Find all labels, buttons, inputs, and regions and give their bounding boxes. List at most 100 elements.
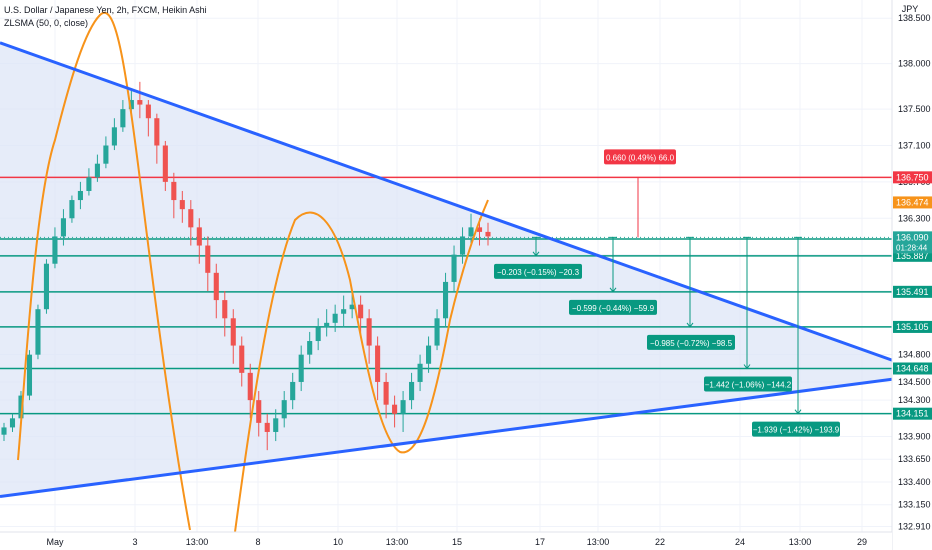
candle-body bbox=[442, 281, 449, 319]
price-tick-label: 134.800 bbox=[898, 350, 931, 360]
candle-body bbox=[349, 304, 355, 310]
candle-body bbox=[409, 381, 415, 401]
candle-body bbox=[86, 177, 92, 191]
candle-body bbox=[26, 354, 33, 396]
candle-body bbox=[298, 354, 304, 382]
price-tick-label: 134.300 bbox=[898, 395, 931, 405]
candle-body bbox=[392, 404, 398, 414]
candle-body bbox=[383, 381, 389, 405]
candle-body bbox=[358, 304, 364, 319]
measurement-label: 0.660 (0.49%) 66.0 bbox=[606, 153, 675, 162]
candle-body bbox=[77, 190, 83, 201]
candle-body bbox=[222, 300, 228, 319]
candle-body bbox=[366, 318, 372, 346]
measurement-arrow bbox=[686, 322, 694, 328]
candle-body bbox=[69, 200, 75, 219]
price-tick-label: 133.650 bbox=[898, 454, 931, 464]
time-tick-label: 13:00 bbox=[587, 537, 610, 547]
candle-body bbox=[281, 400, 287, 419]
price-tick-label: 136.300 bbox=[898, 213, 931, 223]
candle-body bbox=[60, 218, 66, 237]
measurement-label-bg bbox=[494, 263, 582, 279]
candle-body bbox=[230, 318, 236, 346]
measurement-label: −0.203 (−0.15%) −20.3 bbox=[497, 268, 580, 277]
time-axis bbox=[0, 532, 892, 550]
time-tick-label: 24 bbox=[735, 537, 745, 547]
candle-body bbox=[103, 145, 109, 164]
measurement-label-bg bbox=[604, 149, 676, 165]
symbol-title[interactable]: U.S. Dollar / Japanese Yen, 2h, FXCM, He… bbox=[4, 5, 207, 15]
candle-body bbox=[307, 341, 313, 355]
candle-body bbox=[154, 118, 160, 146]
candle-body bbox=[205, 245, 211, 273]
candle-body bbox=[196, 227, 202, 246]
measurement-label: −0.985 (−0.72%) −98.5 bbox=[650, 339, 733, 348]
candle-body bbox=[137, 100, 143, 105]
candle-body bbox=[468, 227, 474, 237]
candle-body bbox=[485, 231, 491, 237]
price-badge-label: 136.090 bbox=[896, 232, 929, 242]
candle-body bbox=[434, 318, 440, 346]
candle-body bbox=[35, 309, 41, 355]
time-tick-label: 13:00 bbox=[386, 537, 409, 547]
price-tick-label: 133.900 bbox=[898, 432, 931, 442]
measurement-arrow bbox=[532, 251, 540, 257]
candle-body bbox=[94, 163, 100, 178]
candle-body bbox=[1, 427, 7, 435]
price-tick-label: 133.150 bbox=[898, 500, 931, 510]
candle-body bbox=[128, 100, 134, 110]
candle-body bbox=[162, 145, 168, 182]
candle-body bbox=[459, 236, 466, 255]
price-tick-label: 132.910 bbox=[898, 522, 931, 532]
candle-body bbox=[145, 104, 151, 119]
candle-body bbox=[188, 209, 194, 228]
price-tick-label: 138.500 bbox=[898, 13, 931, 23]
candle-body bbox=[9, 418, 16, 428]
candle-body bbox=[18, 395, 24, 419]
price-tick-label: 134.500 bbox=[898, 377, 931, 387]
measurement-label-bg bbox=[752, 421, 840, 437]
price-badge-label: 136.474 bbox=[896, 197, 929, 207]
candle-body bbox=[171, 181, 177, 201]
price-tick-label: 137.500 bbox=[898, 104, 931, 114]
candle-body bbox=[111, 127, 117, 146]
measurements: 0.660 (0.49%) 66.0 −0.203 (−0.15%) −20.3 −… bbox=[494, 149, 840, 437]
candle-body bbox=[264, 422, 270, 432]
time-tick-label: 15 bbox=[452, 537, 462, 547]
candle-body bbox=[332, 313, 338, 323]
candle-body bbox=[256, 400, 262, 423]
candle-body bbox=[315, 327, 321, 342]
measurement-arrow bbox=[794, 409, 802, 415]
candle-body bbox=[476, 227, 483, 232]
candle-body bbox=[451, 254, 457, 282]
time-tick-label: 13:00 bbox=[186, 537, 209, 547]
time-tick-label: 22 bbox=[655, 537, 665, 547]
indicator-label[interactable]: ZLSMA (50, 0, close) bbox=[4, 18, 89, 28]
price-badge bbox=[893, 196, 932, 209]
candle-body bbox=[120, 109, 126, 128]
measurement-arrow bbox=[609, 287, 617, 293]
time-tick-label: 17 bbox=[535, 537, 545, 547]
measurement-label: −1.442 (−1.06%) −144.2 bbox=[705, 380, 792, 389]
price-axis bbox=[892, 0, 932, 550]
measurement-label-bg bbox=[647, 334, 735, 350]
price-badge bbox=[893, 171, 932, 184]
price-badge bbox=[893, 362, 932, 375]
currency-label: JPY bbox=[902, 4, 919, 14]
price-badge-label: 135.887 bbox=[896, 251, 929, 261]
candle-body bbox=[273, 418, 279, 432]
candle-body bbox=[43, 263, 50, 310]
candle-body bbox=[375, 345, 381, 382]
triangle-fill bbox=[0, 42, 892, 497]
candle-body bbox=[400, 400, 406, 414]
time-tick-label: 3 bbox=[132, 537, 137, 547]
candle-body bbox=[426, 345, 432, 364]
time-tick-label: 29 bbox=[857, 537, 867, 547]
candle-body bbox=[324, 322, 330, 328]
candle-body bbox=[341, 309, 347, 314]
time-tick-label: 8 bbox=[255, 537, 260, 547]
price-badge-label: 135.105 bbox=[896, 322, 929, 332]
upper-trendline bbox=[0, 41, 893, 362]
